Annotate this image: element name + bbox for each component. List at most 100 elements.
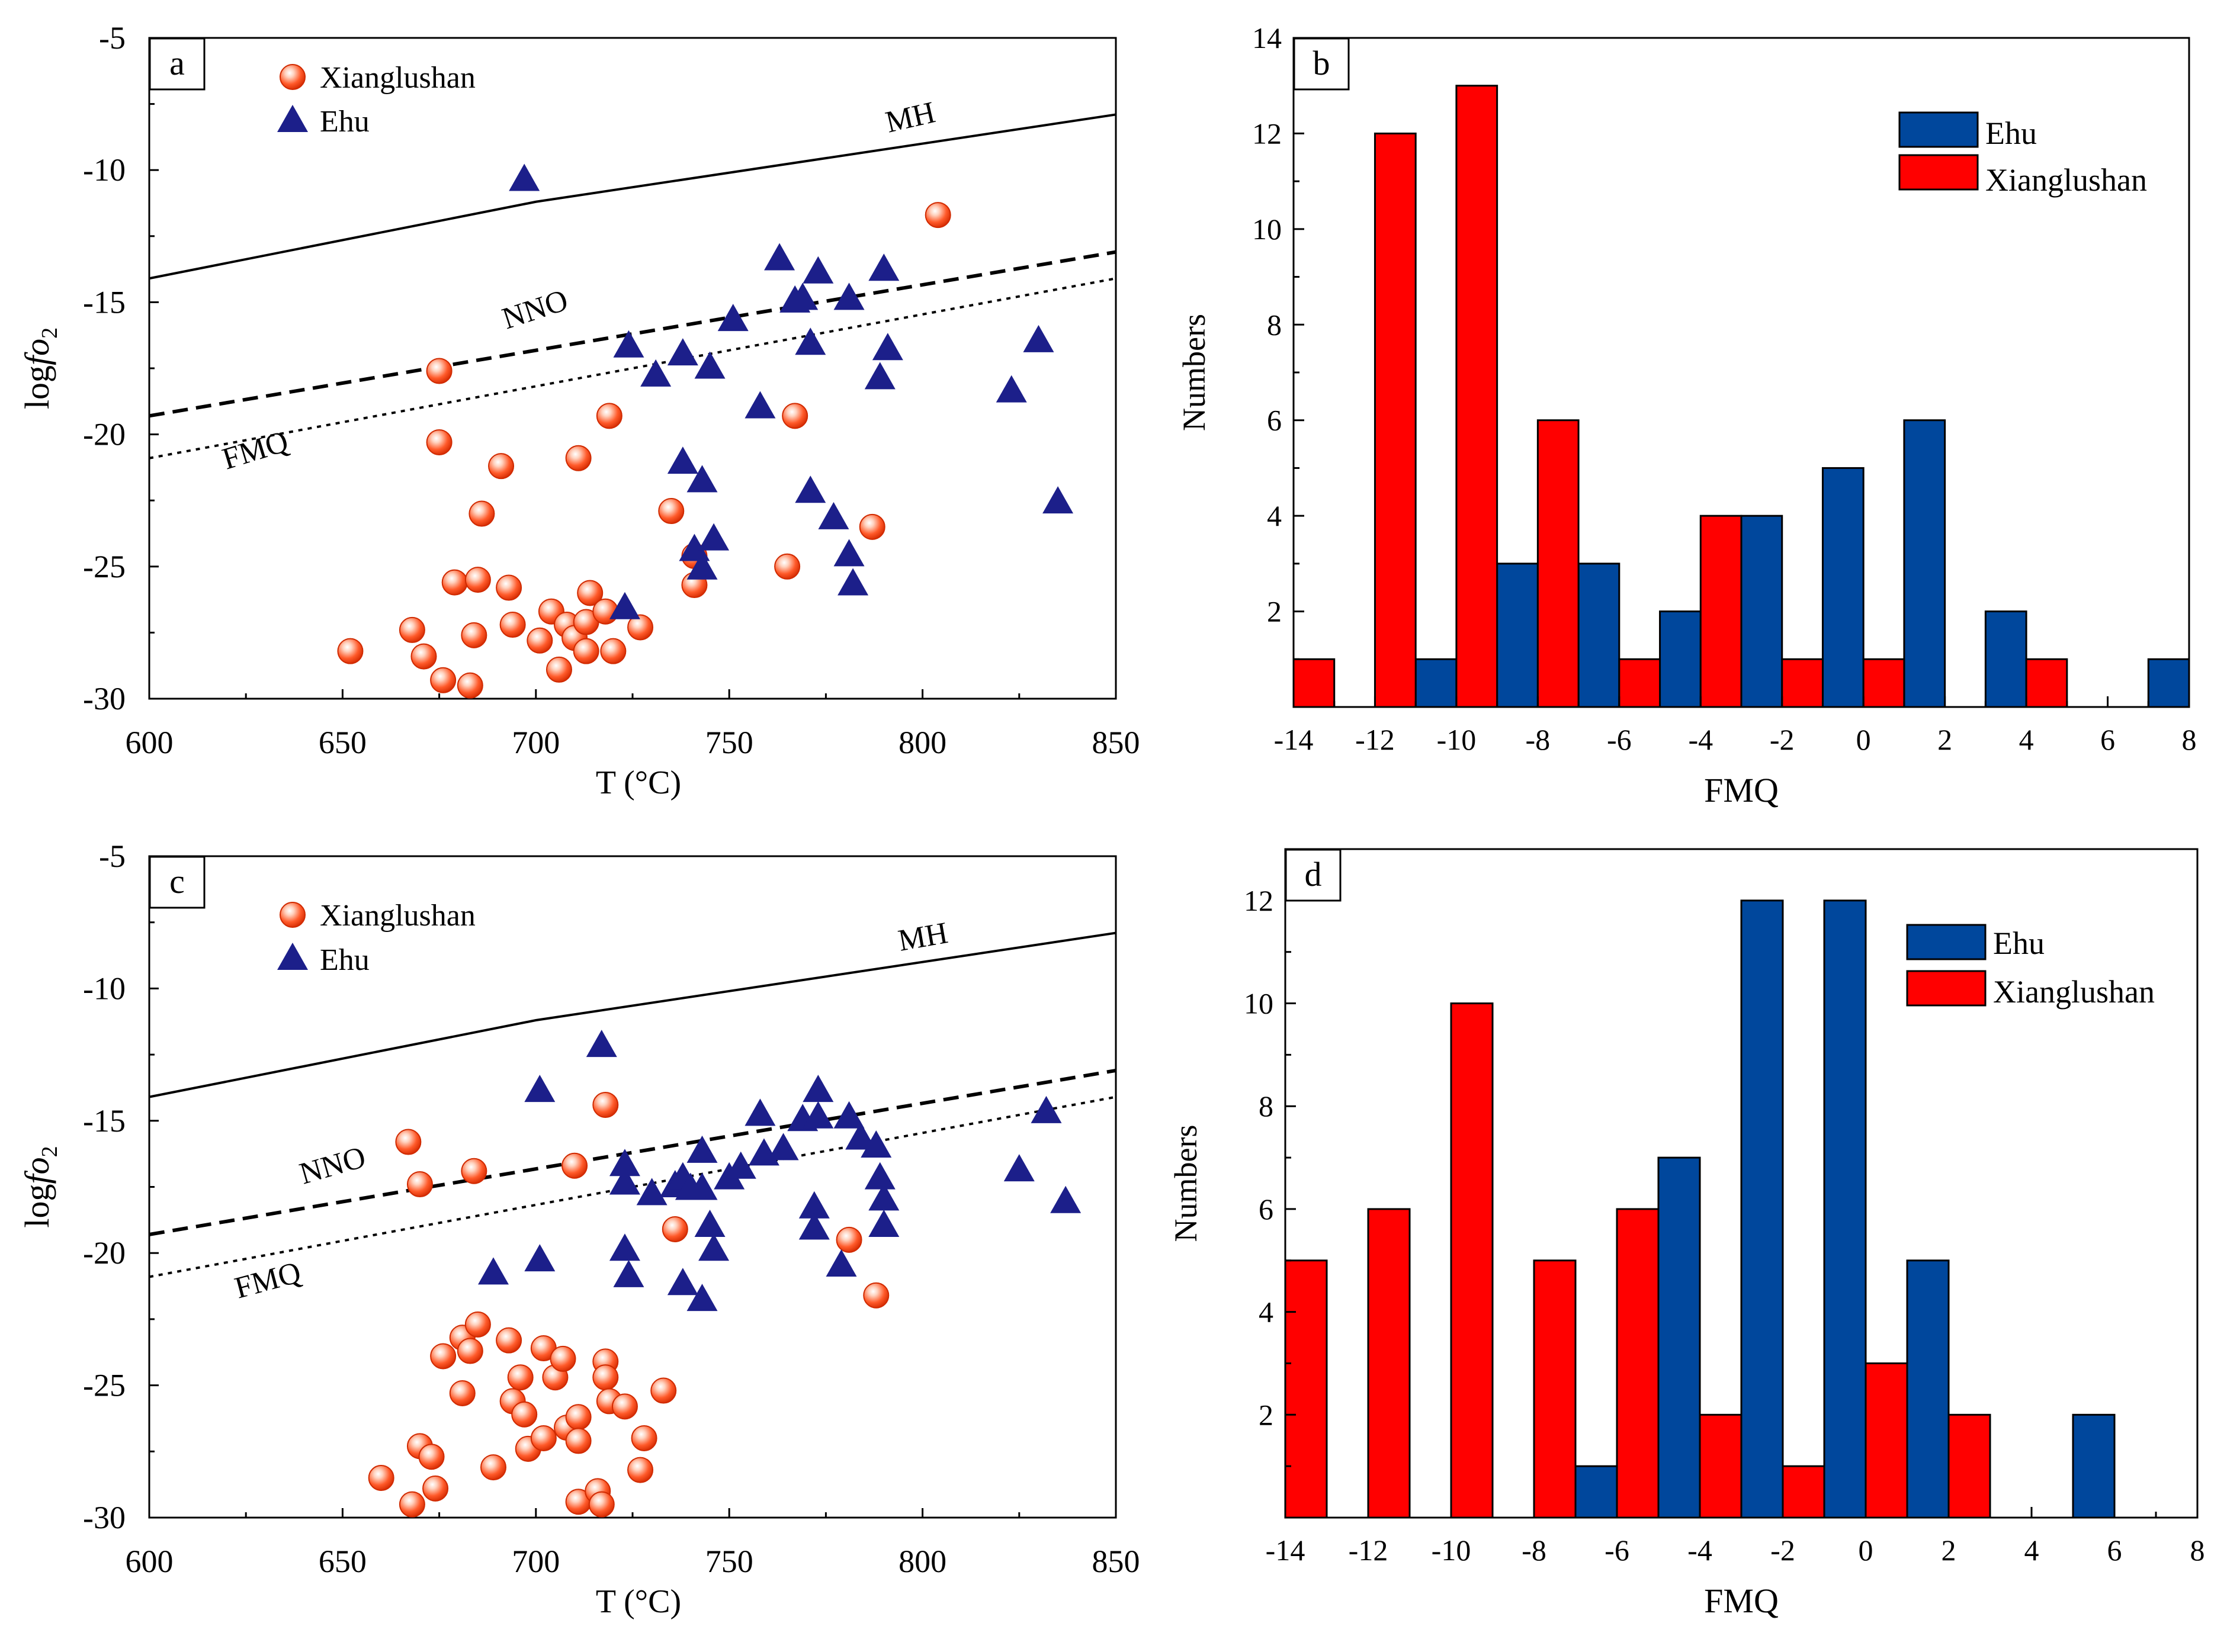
panel-c: 600 650 700 750 800 850 -5 -10 -15 -20 -25 -30 T (°C… (18, 838, 1140, 1620)
x-tick-label: 600 (126, 725, 174, 760)
ehu-bar (1740, 515, 1783, 708)
buffer-label-fmq: FMQ (231, 1255, 304, 1305)
legend-swatch-xianglushan (1898, 154, 1979, 191)
x-tick-label: 600 (126, 1544, 174, 1579)
y-tick-label: -30 (83, 681, 126, 716)
y-tick-label: -5 (99, 20, 126, 56)
ehu-bar (1903, 419, 1946, 708)
y-tick-label: -25 (83, 549, 126, 584)
xianglushan-point (592, 1364, 619, 1391)
x-tick-label: -14 (1266, 1534, 1305, 1567)
ehu-point (477, 1257, 509, 1285)
xianglushan-point (662, 1216, 688, 1242)
ehu-point (745, 391, 776, 419)
ehu-point (1042, 486, 1074, 514)
xianglushan-point (464, 1311, 491, 1338)
ehu-point (833, 282, 865, 310)
xianglushan-point (527, 627, 553, 654)
ehu-point (524, 1244, 556, 1272)
x-tick-label: -4 (1687, 1534, 1712, 1567)
legend-label: Ehu (1993, 925, 2045, 961)
x-tick-label: 800 (898, 1544, 946, 1579)
xianglushan-point (565, 445, 592, 471)
xianglushan-point (550, 1345, 576, 1372)
legend-marker-ehu (277, 943, 308, 970)
ehu-bar (1906, 1259, 1950, 1519)
x-tick-label: 6 (2100, 723, 2115, 756)
ehu-point (636, 1178, 668, 1206)
ehu-point (872, 333, 903, 361)
buffer-line-nno (149, 1068, 1116, 1236)
ehu-point (667, 446, 698, 474)
ehu-point (745, 1098, 776, 1126)
xianglushan-point (480, 1454, 506, 1481)
panel-label-box (149, 37, 206, 91)
y-tick-label: 14 (1252, 21, 1282, 54)
ehu-point (833, 1101, 865, 1129)
ehu-bar (1574, 1465, 1618, 1519)
xianglushan-point (631, 1425, 657, 1451)
xianglushan-bar (1374, 132, 1417, 708)
x-tick-label: 4 (2024, 1534, 2039, 1567)
ehu-point (803, 256, 834, 284)
panel-d: -14 -12 -10 -8 -6 -4 -2 0 2 4 6 8 2 4 6 8 10 12 FMQ Numbers… (1168, 848, 2205, 1620)
xianglushan-point (395, 1129, 422, 1155)
ehu-point (833, 539, 865, 567)
legend-label: Xianglushan (1985, 162, 2147, 198)
y-tick-label: 8 (1267, 308, 1282, 341)
xianglushan-bar (1782, 1465, 1825, 1519)
y-tick-label: -10 (83, 152, 126, 188)
ehu-point (868, 1183, 900, 1211)
x-tick-label: -8 (1522, 1534, 1546, 1567)
xianglushan-bar (1533, 1259, 1577, 1519)
y-tick-label: 10 (1252, 213, 1282, 246)
x-tick-label: 8 (2182, 723, 2197, 756)
x-axis-title: T (°C) (596, 1583, 681, 1620)
xianglushan-point (499, 612, 526, 638)
xianglushan-point (422, 1475, 449, 1502)
y-axis-title: Numbers (1176, 314, 1212, 431)
y-tick-label: -20 (83, 1235, 126, 1271)
x-tick-label: -6 (1607, 723, 1632, 756)
ehu-bar (2072, 1413, 2116, 1519)
legend-label: Xianglushan (1993, 974, 2155, 1010)
ehu-point (826, 1249, 857, 1277)
xianglushan-point (592, 1091, 619, 1118)
legend-label: Ehu (320, 943, 370, 977)
buffer-label-nno: NNO (498, 283, 572, 336)
y-tick-label: 10 (1244, 987, 1273, 1020)
ehu-point (861, 1130, 892, 1158)
ehu-bar (1823, 899, 1867, 1519)
legend-marker-xianglushan (280, 64, 306, 90)
ehu-point (694, 1210, 726, 1237)
ehu-bar (1821, 467, 1865, 708)
xianglushan-point (337, 638, 364, 664)
y-axis-title: logfo2 (18, 1146, 62, 1227)
panel-b: -14 -12 -10 -8 -6 -4 -2 0 2 4 6 8 2 4 6 8 10 12 14 FMQ Numbe… (1176, 21, 2197, 809)
panel-label: d (1305, 855, 1322, 894)
ehu-point (798, 1212, 830, 1240)
legend-label: Xianglushan (320, 899, 476, 933)
xianglushan-bar (1455, 85, 1498, 708)
xianglushan-point (565, 1404, 592, 1431)
xianglushan-point (426, 429, 453, 455)
panel-a: 600 650 700 750 800 850 -5 -10 -15 -20 -25 -30 T (°C… (18, 20, 1140, 801)
xianglushan-point (368, 1464, 394, 1491)
xianglushan-bar (1367, 1208, 1411, 1519)
ehu-point (795, 327, 826, 355)
y-axis-title: logfo2 (18, 327, 62, 409)
x-tick-label: -2 (1770, 723, 1795, 756)
ehu-point (864, 1162, 896, 1190)
ehu-bar (2147, 658, 2190, 708)
xianglushan-point (406, 1171, 433, 1198)
x-tick-label: 750 (705, 725, 753, 760)
ehu-point (609, 592, 640, 619)
ehu-point (613, 330, 644, 358)
ehu-point (686, 1284, 718, 1312)
ehu-point (795, 475, 826, 503)
xianglushan-point (507, 1364, 534, 1391)
xianglushan-point (464, 567, 491, 593)
y-tick-label: -5 (99, 838, 126, 874)
panel-label-box (1293, 37, 1350, 91)
x-tick-label: 0 (1856, 723, 1871, 756)
